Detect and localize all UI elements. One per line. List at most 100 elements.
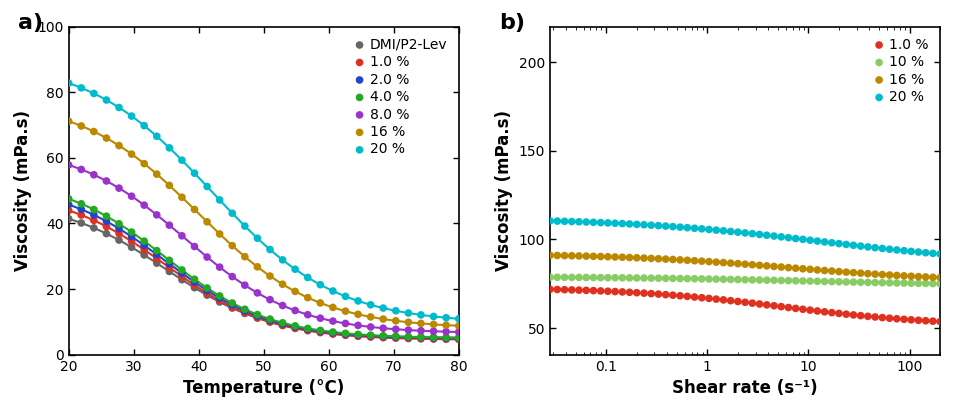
16 % (715, 259, 730, 266)
1.0 % (274, 322, 290, 329)
DMI/P2-Lev (325, 330, 340, 336)
20 % (664, 223, 679, 230)
20 % (149, 133, 164, 140)
8.0 % (124, 193, 139, 199)
4.0 % (287, 323, 302, 329)
1.0 % (888, 316, 903, 322)
2.0 % (451, 335, 466, 342)
1.0 % (715, 297, 730, 303)
2.0 % (199, 287, 214, 294)
1.0 % (722, 298, 738, 304)
DMI/P2-Lev (224, 305, 239, 312)
20 % (729, 229, 744, 236)
16 % (607, 254, 622, 260)
1.0 % (549, 286, 564, 293)
2.0 % (99, 218, 114, 225)
1.0 % (744, 300, 760, 307)
16 % (425, 321, 440, 328)
1.0 % (578, 287, 593, 293)
4.0 % (237, 306, 253, 312)
1.0 % (124, 238, 139, 245)
DMI/P2-Lev (61, 215, 76, 222)
2.0 % (61, 201, 76, 208)
DMI/P2-Lev (262, 319, 277, 325)
4.0 % (337, 330, 353, 337)
DMI/P2-Lev (300, 326, 315, 333)
8.0 % (86, 171, 101, 178)
Legend: DMI/P2-Lev, 1.0 %, 2.0 %, 4.0 %, 8.0 %, 16 %, 20 %: DMI/P2-Lev, 1.0 %, 2.0 %, 4.0 %, 8.0 %, … (352, 33, 452, 161)
10 % (614, 275, 629, 281)
16 % (845, 269, 861, 276)
1.0 % (350, 333, 365, 339)
8.0 % (287, 307, 302, 314)
16 % (765, 263, 781, 270)
20 % (578, 219, 593, 225)
8.0 % (274, 302, 290, 309)
1.0 % (801, 307, 817, 314)
16 % (375, 316, 391, 322)
16 % (874, 271, 889, 278)
10 % (628, 275, 643, 281)
4.0 % (73, 201, 89, 207)
Y-axis label: Viscosity (mPa.s): Viscosity (mPa.s) (14, 110, 31, 271)
16 % (557, 252, 572, 259)
4.0 % (112, 220, 127, 227)
20 % (672, 224, 687, 231)
16 % (694, 258, 709, 264)
16 % (388, 318, 403, 324)
20 % (161, 145, 176, 151)
16 % (136, 160, 152, 167)
20 % (250, 235, 265, 242)
1.0 % (845, 312, 861, 318)
4.0 % (300, 325, 315, 332)
10 % (694, 276, 709, 282)
16 % (614, 254, 629, 261)
4.0 % (451, 335, 466, 341)
2.0 % (388, 334, 403, 340)
20 % (212, 196, 227, 203)
10 % (621, 275, 637, 281)
16 % (866, 271, 882, 277)
8.0 % (112, 185, 127, 192)
1.0 % (73, 212, 89, 218)
2.0 % (287, 324, 302, 330)
8.0 % (363, 324, 378, 330)
2.0 % (425, 335, 440, 341)
20 % (224, 210, 239, 217)
16 % (621, 254, 637, 261)
1.0 % (679, 293, 694, 300)
20 % (773, 233, 788, 240)
8.0 % (413, 328, 428, 334)
4.0 % (262, 316, 277, 322)
8.0 % (237, 282, 253, 289)
1.0 % (262, 319, 277, 326)
10 % (599, 275, 615, 281)
1.0 % (708, 296, 723, 302)
16 % (593, 253, 608, 260)
2.0 % (363, 332, 378, 339)
1.0 % (61, 207, 76, 214)
16 % (174, 194, 190, 201)
20 % (759, 232, 774, 238)
2.0 % (250, 313, 265, 319)
1.0 % (199, 290, 214, 296)
2.0 % (413, 335, 428, 341)
8.0 % (99, 178, 114, 184)
16 % (161, 182, 176, 189)
1.0 % (149, 255, 164, 262)
1.0 % (852, 312, 867, 319)
20 % (413, 312, 428, 318)
20 % (801, 237, 817, 243)
8.0 % (425, 328, 440, 335)
20 % (542, 217, 558, 224)
20 % (557, 218, 572, 224)
2.0 % (438, 335, 454, 342)
8.0 % (250, 290, 265, 296)
1.0 % (363, 334, 378, 340)
1.0 % (643, 290, 659, 297)
16 % (636, 255, 651, 261)
16 % (99, 135, 114, 141)
10 % (866, 279, 882, 286)
4.0 % (250, 311, 265, 318)
10 % (780, 277, 795, 284)
